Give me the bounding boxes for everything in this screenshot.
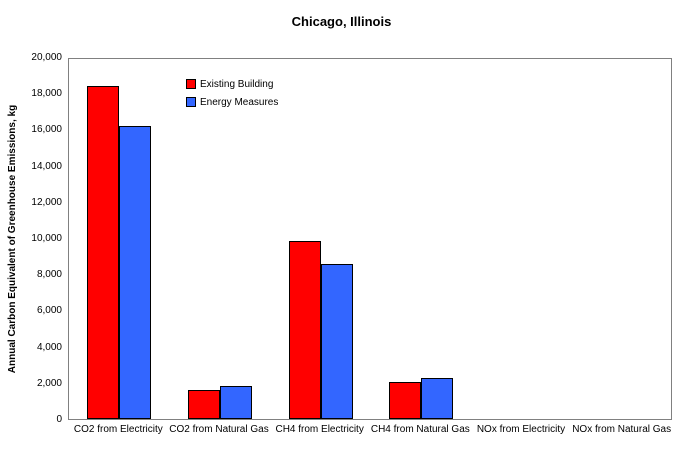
legend-swatch <box>186 79 196 89</box>
y-tick-label: 10,000 <box>31 233 62 244</box>
bar-existing-building <box>288 241 321 419</box>
y-tick-label: 2,000 <box>36 377 62 389</box>
bar-energy-measures <box>421 378 454 419</box>
bar-energy-measures <box>119 126 152 419</box>
x-category-label: CO2 from Electricity <box>73 424 163 435</box>
x-category-label: CH4 from Natural Gas <box>370 424 470 435</box>
x-category-label: CO2 from Natural Gas <box>169 424 269 435</box>
legend-swatch <box>186 97 196 107</box>
y-tick-label: 4,000 <box>36 341 62 353</box>
bar-existing-building <box>87 86 120 419</box>
legend-item: Existing Building <box>186 75 278 93</box>
chart-title: Chicago, Illinois <box>291 14 392 29</box>
legend-item: Energy Measures <box>186 93 278 111</box>
bar-energy-measures <box>320 264 353 419</box>
x-category-label: NOx from Electricity <box>476 424 566 435</box>
bar-energy-measures <box>220 386 252 419</box>
y-tick-label: 16,000 <box>31 124 62 136</box>
legend-label: Energy Measures <box>200 96 279 108</box>
y-tick-label: 12,000 <box>31 196 62 208</box>
y-tick-label: 18,000 <box>31 88 62 100</box>
bar-existing-building <box>389 382 422 419</box>
y-tick-label: 0 <box>56 414 62 425</box>
legend: Existing Building Energy Measures <box>186 75 278 111</box>
bar-existing-building <box>188 390 220 419</box>
x-category-label: CH4 from Electricity <box>275 424 364 435</box>
y-tick-label: 6,000 <box>36 305 62 317</box>
y-tick-label: 8,000 <box>36 269 62 281</box>
legend-label: Existing Building <box>200 78 274 90</box>
x-category-label: NOx from Natural Gas <box>572 424 672 435</box>
y-tick-label: 14,000 <box>31 160 62 172</box>
plot-area <box>68 58 672 420</box>
y-tick-label: 20,000 <box>31 52 62 63</box>
